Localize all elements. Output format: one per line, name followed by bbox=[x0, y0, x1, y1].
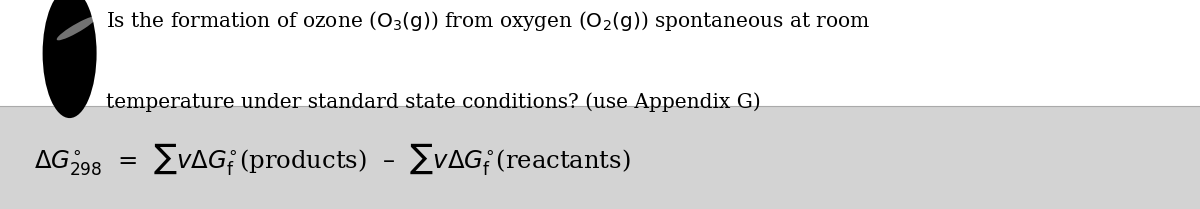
Bar bbox=[0, 0, 1200, 106]
Text: Is the formation of ozone ($\mathrm{O_3(g)}$) from oxygen ($\mathrm{O_2(g)}$) sp: Is the formation of ozone ($\mathrm{O_3(… bbox=[106, 9, 870, 33]
Ellipse shape bbox=[43, 0, 97, 118]
Text: $\Delta G^{\circ}_{298}$  =  $\sum v\Delta G^{\circ}_{\mathrm{f}}$(products)  – : $\Delta G^{\circ}_{298}$ = $\sum v\Delta… bbox=[34, 141, 630, 177]
Text: temperature under standard state conditions? (use Appendix G): temperature under standard state conditi… bbox=[106, 92, 761, 112]
Ellipse shape bbox=[56, 16, 97, 40]
Bar bbox=[0, 106, 1200, 209]
